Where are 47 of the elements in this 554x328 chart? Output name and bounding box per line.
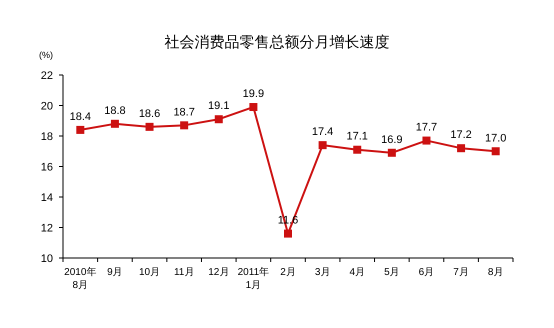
point	[388, 148, 396, 157]
x-tick-label: 3月	[314, 267, 330, 278]
text: 17.4	[312, 126, 334, 138]
point	[76, 126, 84, 134]
text: 16.9	[381, 134, 403, 146]
x-tick-label: 2月	[280, 267, 296, 278]
point	[422, 136, 430, 145]
x-tick-label: 8月	[488, 267, 504, 278]
x-tick-label: 5月	[384, 267, 400, 278]
x-tick-label: 2011年 1月	[238, 266, 270, 291]
point	[249, 103, 258, 112]
point	[318, 141, 327, 150]
point	[180, 121, 188, 130]
x-tick-label: 12月	[208, 267, 230, 278]
point	[110, 120, 119, 128]
text: 18.6	[138, 108, 160, 120]
y-tick-label: 16	[40, 162, 53, 174]
text: 18.4	[70, 110, 92, 123]
chart-title: 社会消费品零售总额分月增长速度	[164, 34, 390, 51]
x-tick-label: 6月	[418, 267, 434, 278]
x-tick-label: 10月	[138, 267, 160, 278]
text: 19.1	[208, 100, 230, 112]
point	[353, 146, 362, 154]
point	[214, 115, 223, 124]
x-tick-label: 11月	[174, 267, 194, 278]
y-tick-label: 22	[40, 70, 53, 82]
text: 17.7	[416, 122, 438, 134]
point	[284, 230, 292, 238]
text: 17.2	[450, 129, 472, 142]
y-tick-label: 10	[40, 253, 53, 265]
y-axis-title: (%)	[39, 50, 53, 60]
x-tick-label: 4月	[349, 267, 366, 278]
text: 17.0	[484, 132, 506, 144]
y-tick-label: 18	[40, 131, 53, 143]
point	[492, 147, 500, 156]
x-tick-label: 7月	[453, 267, 469, 278]
y-tick-label: 14	[40, 192, 53, 204]
point	[146, 122, 154, 131]
x-tick-label: 9月	[107, 267, 123, 278]
text: 19.9	[242, 88, 264, 100]
text: 18.8	[104, 104, 126, 117]
x-tick-label: 2010年 8月	[64, 266, 96, 291]
y-tick-label: 12	[40, 222, 53, 234]
text: 18.7	[173, 106, 195, 118]
point	[457, 144, 466, 152]
y-tick-label: 20	[40, 100, 53, 112]
text: 17.1	[346, 130, 368, 143]
